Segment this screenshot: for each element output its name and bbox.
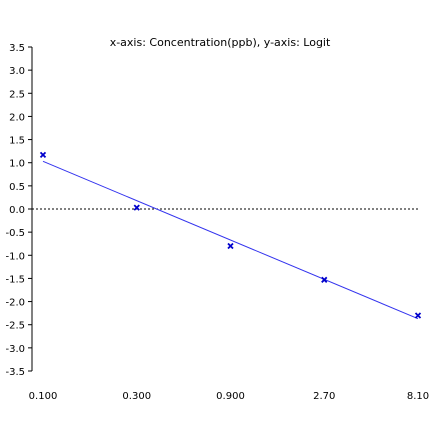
data-point xyxy=(321,276,328,283)
data-point-marker xyxy=(321,276,328,283)
y-tick-label: 3.5 xyxy=(9,43,25,54)
y-tick-label: 1.0 xyxy=(9,159,25,170)
data-point xyxy=(133,204,140,211)
data-point-marker xyxy=(414,312,422,319)
chart-title: x-axis: Concentration(ppb), y-axis: Logi… xyxy=(110,36,331,49)
y-tick-label: -1.0 xyxy=(5,251,25,262)
y-tick-label: -3.5 xyxy=(5,367,25,378)
y-tick-label: -0.5 xyxy=(5,228,25,239)
y-tick-label: -2.5 xyxy=(5,321,25,332)
y-tick-label: 0.5 xyxy=(9,182,25,193)
data-point xyxy=(414,312,422,319)
x-tick-label: 0.900 xyxy=(216,391,245,402)
y-tick-label: -3.0 xyxy=(5,344,25,355)
y-tick-label: 1.5 xyxy=(9,136,25,147)
y-tick-label: 2.0 xyxy=(9,112,25,123)
y-tick-label: 3.0 xyxy=(9,66,25,77)
y-tick-label: 2.5 xyxy=(9,89,25,100)
data-point-marker xyxy=(133,204,140,211)
axes: 3.5 3.0 2.5 2.0 1.5 1.0 0.5 0.0 -0.5 -1.0 -1.5 -2.0… xyxy=(5,43,429,402)
y-tick-label: -1.5 xyxy=(5,274,25,285)
data-point-marker xyxy=(39,151,47,158)
y-tick-label: 0.0 xyxy=(9,205,25,216)
x-tick-label: 2.70 xyxy=(313,391,335,402)
x-tick-label: 0.300 xyxy=(122,391,151,402)
data-point-marker xyxy=(227,242,234,250)
y-tick-label: -2.0 xyxy=(5,298,25,309)
x-tick-label: 8.10 xyxy=(407,391,429,402)
fit-line xyxy=(42,160,419,320)
plot-area xyxy=(32,151,422,320)
data-point xyxy=(39,151,47,158)
x-tick-label: 0.100 xyxy=(29,391,58,402)
data-point xyxy=(227,242,234,250)
